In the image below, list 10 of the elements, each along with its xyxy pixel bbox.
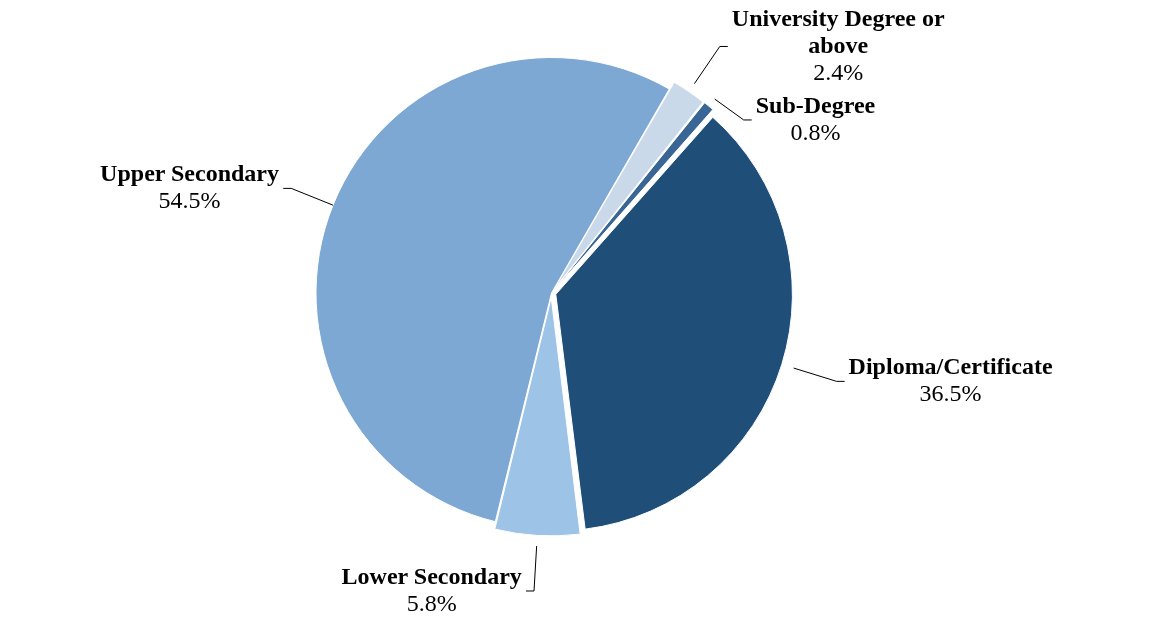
data-label: 2.4% (813, 58, 864, 85)
data-label: 36.5% (919, 380, 982, 407)
data-label: 54.5% (158, 187, 221, 214)
slice-label: Sub-Degree (755, 91, 876, 118)
slice-label: Diploma/Certificate (848, 353, 1053, 380)
slice-label: Lower Secondary (341, 562, 522, 589)
slice-label: Upper Secondary (100, 160, 280, 187)
slice-label: University Degree or above (731, 4, 945, 58)
data-label: 5.8% (406, 589, 457, 616)
data-label: 0.8% (790, 118, 841, 145)
